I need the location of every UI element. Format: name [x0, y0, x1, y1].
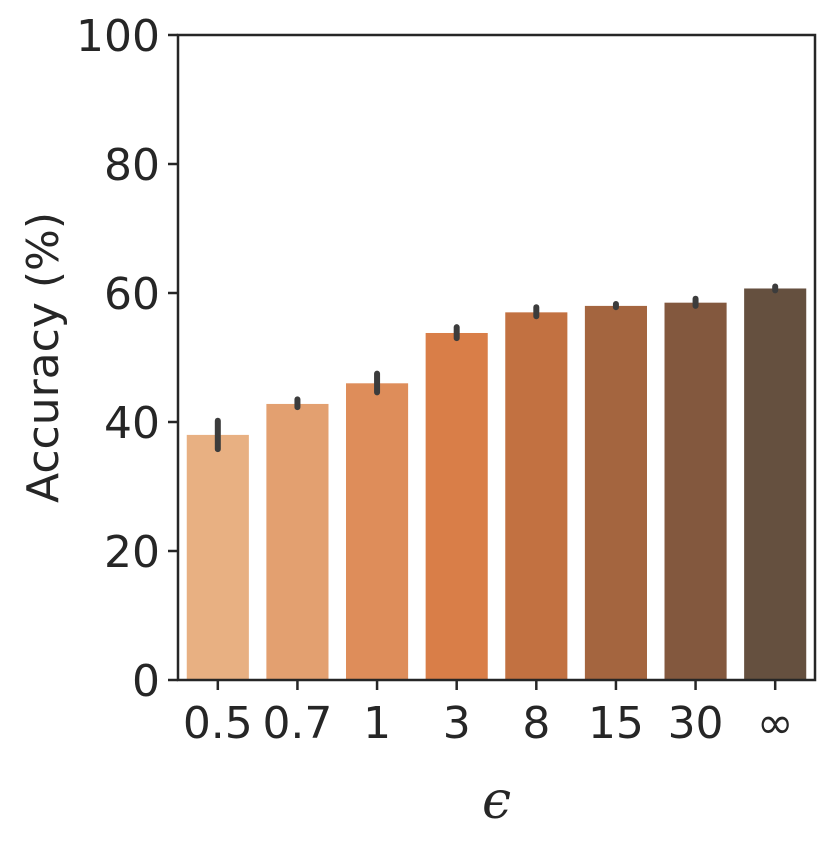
y-tick-label-0: 0: [132, 656, 160, 707]
bar-2: [346, 383, 409, 680]
x-tick-label-2: 1: [363, 698, 391, 749]
y-tick-label-5: 100: [76, 11, 160, 62]
bar-1: [266, 403, 329, 680]
y-axis-label: Accuracy (%): [18, 212, 69, 503]
bar-3: [425, 332, 488, 680]
x-tick-label-1: 0.7: [262, 698, 332, 749]
plot-frame: [176, 33, 817, 682]
y-tick-label-1: 20: [104, 527, 160, 578]
x-tick-label-6: 30: [668, 698, 724, 749]
x-tick-label-3: 3: [443, 698, 471, 749]
error-bars-layer: [214, 283, 779, 453]
x-tick-label-5: 15: [588, 698, 644, 749]
y-axis-ticks: 0 20 40 60 80 100: [76, 11, 178, 707]
y-tick-label-3: 60: [104, 269, 160, 320]
bar-6: [664, 302, 727, 680]
y-tick-label-2: 40: [104, 398, 160, 449]
bar-0: [186, 434, 249, 680]
bar-4: [505, 312, 568, 680]
bars-layer: [186, 288, 807, 680]
x-axis-ticks: 0.5 0.7 1 3 8 15 30 ∞: [183, 680, 794, 749]
x-tick-label-4: 8: [522, 698, 550, 749]
x-tick-label-7: ∞: [757, 698, 794, 749]
x-axis-label: ϵ: [482, 771, 511, 831]
bar-5: [584, 305, 647, 680]
y-tick-label-4: 80: [104, 140, 160, 191]
bar-7: [744, 288, 807, 680]
x-tick-label-0: 0.5: [183, 698, 253, 749]
